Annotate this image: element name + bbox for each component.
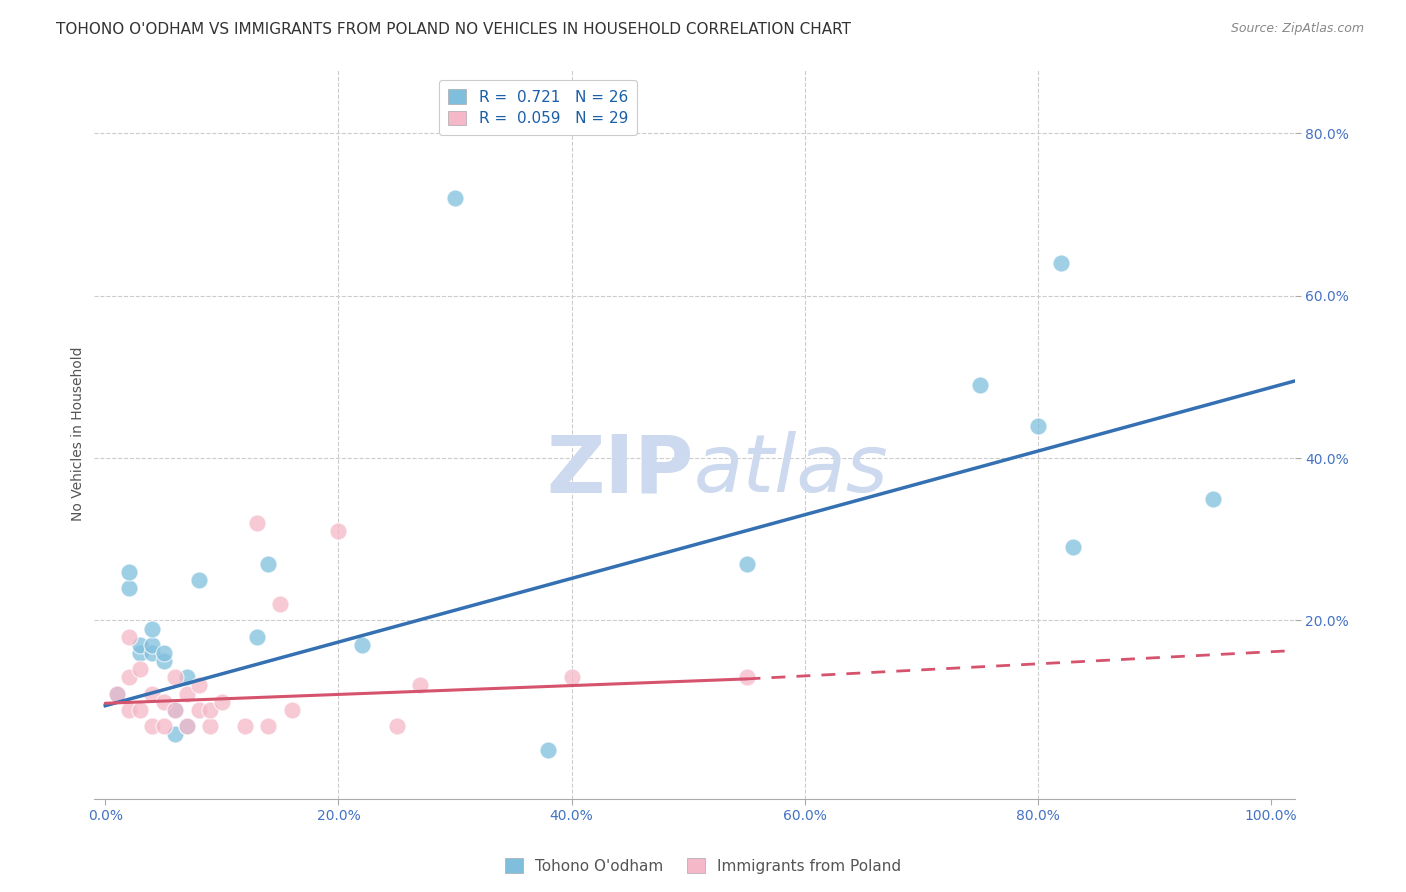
- Point: [105, 687, 128, 701]
- Text: TOHONO O'ODHAM VS IMMIGRANTS FROM POLAND NO VEHICLES IN HOUSEHOLD CORRELATION CH: TOHONO O'ODHAM VS IMMIGRANTS FROM POLAND…: [56, 22, 851, 37]
- Point: [152, 646, 174, 660]
- Point: [176, 670, 198, 684]
- Point: [141, 719, 163, 733]
- Point: [257, 719, 280, 733]
- Point: [1062, 541, 1084, 555]
- Text: atlas: atlas: [695, 432, 889, 509]
- Point: [187, 573, 209, 587]
- Point: [198, 719, 221, 733]
- Point: [350, 638, 373, 652]
- Point: [246, 630, 269, 644]
- Point: [129, 646, 152, 660]
- Text: ZIP: ZIP: [547, 432, 695, 509]
- Point: [198, 703, 221, 717]
- Point: [117, 703, 139, 717]
- Point: [537, 743, 560, 757]
- Point: [385, 719, 408, 733]
- Point: [269, 597, 291, 611]
- Legend: R =  0.721   N = 26, R =  0.059   N = 29: R = 0.721 N = 26, R = 0.059 N = 29: [439, 79, 637, 136]
- Point: [735, 670, 758, 684]
- Legend: Tohono O'odham, Immigrants from Poland: Tohono O'odham, Immigrants from Poland: [499, 852, 907, 880]
- Point: [561, 670, 583, 684]
- Point: [1202, 491, 1225, 506]
- Point: [152, 654, 174, 668]
- Point: [165, 703, 187, 717]
- Point: [129, 638, 152, 652]
- Point: [165, 727, 187, 741]
- Point: [117, 565, 139, 579]
- Point: [117, 670, 139, 684]
- Point: [187, 703, 209, 717]
- Point: [187, 678, 209, 692]
- Point: [176, 687, 198, 701]
- Point: [165, 703, 187, 717]
- Point: [105, 687, 128, 701]
- Point: [117, 581, 139, 595]
- Point: [152, 695, 174, 709]
- Point: [211, 695, 233, 709]
- Point: [129, 662, 152, 676]
- Point: [141, 687, 163, 701]
- Point: [141, 646, 163, 660]
- Point: [735, 557, 758, 571]
- Point: [176, 719, 198, 733]
- Text: Source: ZipAtlas.com: Source: ZipAtlas.com: [1230, 22, 1364, 36]
- Point: [1026, 418, 1049, 433]
- Point: [1050, 256, 1073, 270]
- Point: [257, 557, 280, 571]
- Point: [246, 516, 269, 530]
- Point: [176, 719, 198, 733]
- Point: [141, 622, 163, 636]
- Point: [328, 524, 350, 539]
- Point: [281, 703, 304, 717]
- Point: [409, 678, 432, 692]
- Point: [117, 630, 139, 644]
- Point: [969, 378, 991, 392]
- Y-axis label: No Vehicles in Household: No Vehicles in Household: [72, 346, 86, 521]
- Point: [129, 703, 152, 717]
- Point: [141, 638, 163, 652]
- Point: [165, 670, 187, 684]
- Point: [444, 191, 467, 205]
- Point: [233, 719, 256, 733]
- Point: [152, 719, 174, 733]
